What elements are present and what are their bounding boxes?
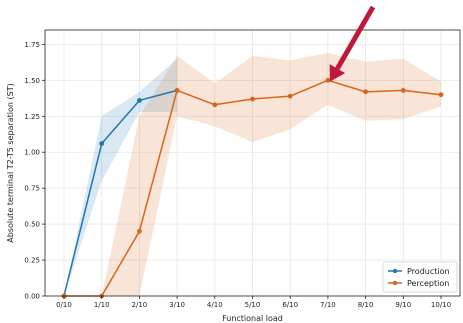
- y-axis-label: Absolute terminal T2-T5 separation (ST): [6, 83, 15, 242]
- production-point: [99, 141, 105, 146]
- tick-labels: 0.00 0.25 0.50 0.75 1.00 1.25 1.50 1.75 0/10 1/10…: [24, 41, 451, 309]
- y-tick-label: 0.00: [24, 293, 40, 301]
- legend-box: [382, 261, 458, 293]
- production-ci-band: [64, 58, 178, 296]
- production-line: [63, 89, 178, 297]
- legend-marker-perception: [392, 280, 398, 286]
- perception-point: [137, 228, 142, 234]
- y-tick-label: 0.50: [24, 221, 40, 229]
- x-tick-label: 3/10: [169, 301, 185, 309]
- perception-point: [363, 89, 368, 95]
- y-tick-label: 1.25: [24, 113, 40, 121]
- y-tick-label: 1.50: [24, 77, 40, 85]
- production-point: [137, 98, 142, 103]
- confidence-bands: [64, 53, 441, 297]
- x-tick-label: 9/10: [395, 301, 411, 309]
- x-tick-label: 8/10: [358, 301, 374, 309]
- x-tick-label: 6/10: [282, 301, 298, 309]
- perception-point: [212, 102, 218, 108]
- legend: Production Perception: [382, 261, 458, 293]
- x-tick-label: 2/10: [132, 301, 148, 309]
- perception-point: [287, 93, 293, 99]
- perception-point: [400, 87, 406, 93]
- y-tick-label: 1.00: [24, 149, 40, 157]
- perception-point: [250, 96, 255, 102]
- y-tick-label: 0.75: [24, 185, 40, 193]
- annotation-arrow: [329, 5, 376, 82]
- perception-ci-band: [64, 53, 441, 297]
- arrow-head: [329, 64, 346, 82]
- legend-marker-production: [392, 268, 398, 274]
- perception-point: [174, 87, 180, 93]
- x-tick-label: 4/10: [207, 301, 223, 309]
- x-tick-label: 1/10: [94, 301, 110, 309]
- grid-lines: [45, 30, 460, 297]
- x-tick-label: 5/10: [245, 301, 261, 309]
- y-tick-label: 1.75: [24, 41, 40, 49]
- legend-label-perception: Perception: [407, 279, 449, 288]
- y-tick-label: 0.25: [24, 257, 40, 265]
- x-axis-label: Functional load: [222, 314, 283, 323]
- x-tick-label: 7/10: [320, 301, 336, 309]
- x-tick-label: 0/10: [56, 301, 72, 309]
- arrow-shaft: [335, 5, 376, 70]
- legend-label-production: Production: [407, 267, 450, 276]
- perception-point: [438, 92, 444, 98]
- perception-point: [325, 77, 331, 83]
- x-tick-label: 10/10: [431, 301, 451, 309]
- axes: [42, 29, 461, 299]
